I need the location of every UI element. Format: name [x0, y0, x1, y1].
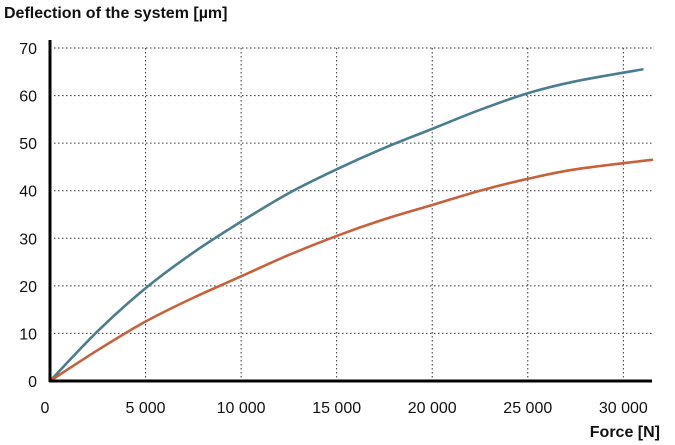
x-tick-label: 10 000 [217, 400, 266, 417]
y-tick-label: 60 [19, 89, 37, 106]
x-tick-label: 30 000 [599, 400, 648, 417]
x-tick-label: 5 000 [126, 400, 166, 417]
y-tick-label: 70 [19, 41, 37, 58]
axes [48, 40, 652, 383]
y-tick-label: 50 [19, 136, 37, 153]
y-tick-label: 30 [19, 231, 37, 248]
x-tick-label: 15 000 [312, 400, 361, 417]
gridlines [50, 47, 652, 381]
tick-labels: 0 10 20 30 40 50 60 70 0 5 000 10 000 15 000 20 000 2… [19, 41, 648, 417]
x-tick-label: 25 000 [503, 400, 552, 417]
series-line-2 [48, 158, 654, 383]
x-tick-label: 0 [41, 400, 50, 417]
y-axis-title: Deflection of the system [µm] [4, 5, 228, 22]
series-line-1 [48, 68, 644, 383]
y-tick-label: 40 [19, 184, 37, 201]
x-axis-title: Force [N] [589, 424, 660, 441]
x-tick-label: 20 000 [408, 400, 457, 417]
series-lines [48, 68, 654, 383]
y-tick-label: 0 [28, 374, 37, 391]
y-tick-label: 20 [19, 279, 37, 296]
y-tick-label: 10 [19, 326, 37, 343]
